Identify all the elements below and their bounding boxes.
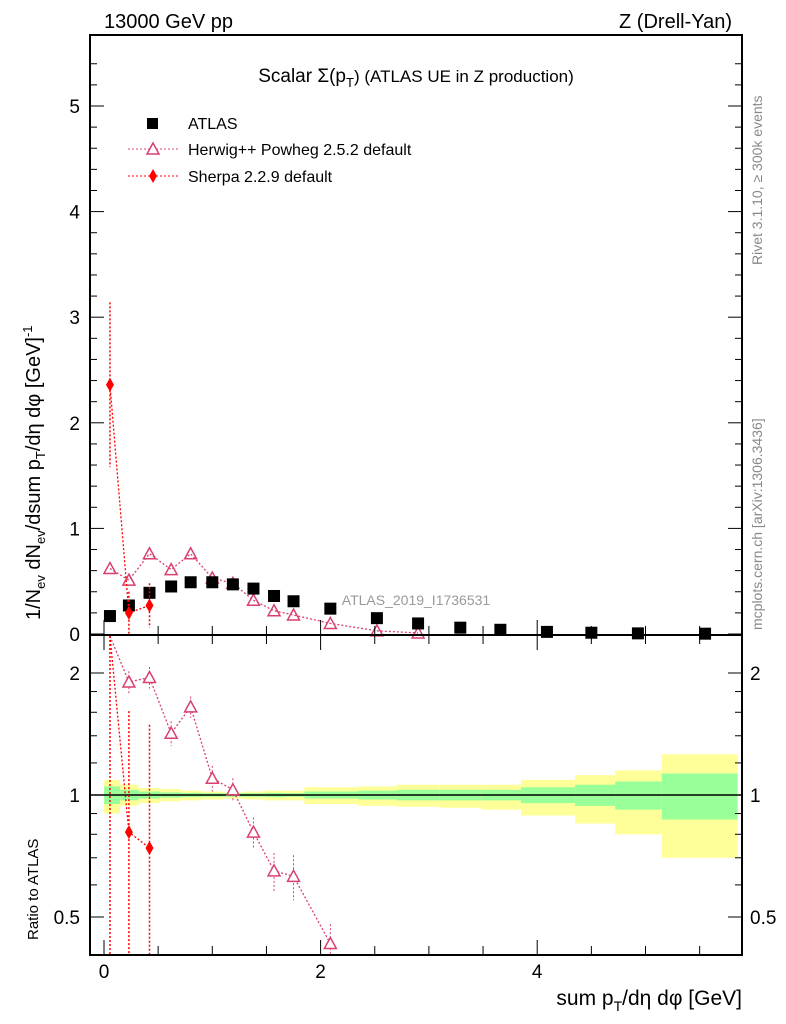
legend-marker-atlas	[147, 118, 158, 129]
herwig-ratio-point	[205, 770, 220, 784]
ratio-y-tick-label: 0.5	[54, 908, 80, 929]
sherpa-ratio-point	[145, 840, 154, 855]
atlas-point	[184, 576, 197, 589]
sherpa-point	[145, 598, 154, 613]
herwig-point	[323, 615, 338, 630]
y-tick-label: 0	[69, 625, 80, 646]
atlas-point	[370, 612, 383, 625]
sherpa-line	[109, 384, 150, 614]
herwig-point	[410, 625, 426, 639]
x-tick-label: 0	[99, 962, 110, 983]
y-tick-label: 5	[69, 97, 80, 118]
legend-atlas: ATLAS	[188, 116, 238, 133]
herwig-point	[183, 546, 198, 560]
herwig-point	[142, 546, 157, 560]
legend: ATLAS Herwig++ Powheg 2.5.2 default Sher…	[128, 116, 412, 186]
x-axis-label: sum pT/dη dφ [GeV]	[556, 987, 742, 1014]
y-tick-label: 1	[69, 519, 80, 540]
legend-marker-sherpa	[149, 169, 157, 183]
herwig-ratio-point	[121, 674, 137, 688]
herwig-ratio-point	[286, 868, 301, 883]
ratio-y-tick-label: 2	[69, 664, 80, 685]
herwig-ratio-point	[163, 725, 179, 740]
atlas-point	[540, 625, 553, 638]
legend-sherpa: Sherpa 2.2.9 default	[188, 169, 333, 186]
y-tick-label: 3	[69, 308, 80, 329]
rivet-label: Rivet 3.1.10, ≥ 300k events	[749, 95, 765, 265]
herwig-point	[286, 607, 301, 621]
ratio-y-tick-label-right: 2	[750, 664, 761, 685]
header-left: 13000 GeV pp	[104, 11, 233, 33]
marks	[102, 302, 712, 954]
ticks: 0 1 2 3 4 5 0.5 0.5 1 1 2 2 0 2 4	[54, 63, 776, 983]
herwig-point	[102, 560, 118, 575]
atlas-point	[268, 589, 281, 602]
ratio-y-axis-label: Ratio to ATLAS	[25, 839, 42, 940]
herwig-point	[246, 592, 261, 606]
sherpa-point	[124, 605, 133, 620]
atlas-point	[324, 602, 337, 615]
stat-uncertainty-band	[661, 773, 738, 820]
atlas-point	[247, 582, 260, 595]
sherpa-ratio-point	[124, 825, 133, 840]
legend-marker-herwig	[145, 141, 161, 155]
herwig-point	[266, 603, 282, 617]
herwig-ratio-point	[246, 824, 261, 838]
ratio-y-tick-label: 1	[69, 786, 80, 807]
herwig-ratio-point	[142, 669, 157, 684]
sherpa-point	[105, 377, 114, 392]
header-right: Z (Drell-Yan)	[619, 11, 732, 33]
x-tick-label: 4	[532, 962, 543, 983]
atlas-point	[631, 627, 644, 640]
herwig-ratio-point	[225, 782, 241, 796]
atlas-point	[287, 595, 300, 608]
ratio-y-tick-label-right: 1	[750, 786, 761, 807]
atlas-point	[226, 578, 239, 591]
herwig-ratio-point	[183, 699, 198, 713]
y-axis-label: 1/Nev dNev/dsum pT/dη dφ [GeV]-1	[20, 325, 48, 620]
ratio-y-tick-label-right: 0.5	[750, 908, 776, 929]
ratio-bands	[90, 754, 742, 858]
atlas-point	[454, 621, 467, 634]
legend-herwig: Herwig++ Powheg 2.5.2 default	[188, 142, 412, 159]
x-tick-label: 2	[315, 962, 326, 983]
sherpa-ratio-line	[109, 635, 150, 849]
y-tick-label: 2	[69, 414, 80, 435]
herwig-ratio-point	[323, 935, 338, 950]
atlas-point	[494, 623, 507, 636]
y-tick-label: 4	[69, 203, 80, 224]
mcplots-label: mcplots.cern.ch [arXiv:1306.3436]	[749, 418, 765, 630]
herwig-point	[121, 572, 137, 586]
herwig-point	[163, 562, 179, 576]
chart-title: Scalar Σ(pT) (ATLAS UE in Z production)	[258, 66, 574, 90]
atlas-point	[412, 617, 425, 630]
atlas-point	[103, 610, 116, 623]
atlas-point	[165, 580, 178, 593]
watermark: ATLAS_2019_I1736531	[342, 592, 491, 608]
atlas-point	[206, 576, 219, 589]
atlas-point	[699, 627, 712, 640]
herwig-ratio-point	[266, 863, 282, 877]
